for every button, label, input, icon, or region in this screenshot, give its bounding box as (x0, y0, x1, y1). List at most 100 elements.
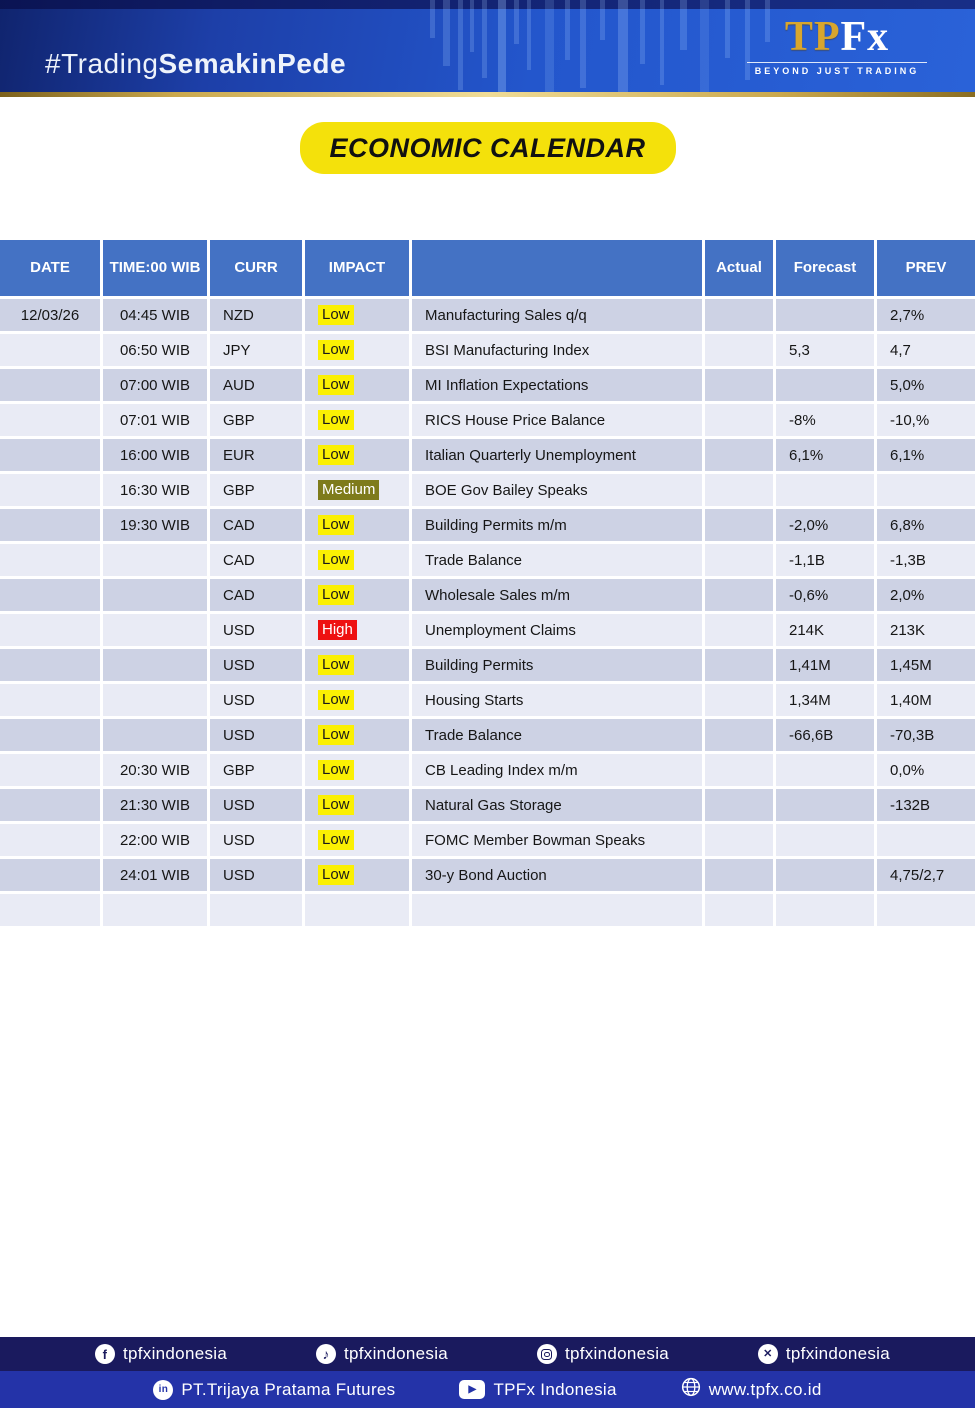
cell-date (0, 404, 100, 436)
cell-impact: Low (305, 649, 409, 681)
instagram-icon (536, 1344, 557, 1364)
impact-badge: Low (318, 375, 354, 395)
cell-curr: GBP (210, 404, 302, 436)
cell-time: 07:01 WIB (103, 404, 207, 436)
cell-time: 22:00 WIB (103, 824, 207, 856)
cell-actual (705, 439, 773, 471)
cell-event: BSI Manufacturing Index (412, 334, 702, 366)
cell-time: 21:30 WIB (103, 789, 207, 821)
cell-time: 04:45 WIB (103, 299, 207, 331)
cell-prev: 2,7% (877, 299, 975, 331)
table-row: CAD Low Trade Balance -1,1B -1,3B (0, 544, 975, 576)
cell-impact: Low (305, 299, 409, 331)
cell-event: BOE Gov Bailey Speaks (412, 474, 702, 506)
cell-actual (705, 544, 773, 576)
table-row: 16:30 WIB GBP Medium BOE Gov Bailey Speaks (0, 474, 975, 506)
cell-event: CB Leading Index m/m (412, 754, 702, 786)
cell-event: Natural Gas Storage (412, 789, 702, 821)
cell-curr: USD (210, 789, 302, 821)
cell-time (103, 614, 207, 646)
cell-forecast: -0,6% (776, 579, 874, 611)
footer-link-instagram[interactable]: tpfxindonesia (536, 1344, 670, 1364)
impact-badge: High (318, 620, 357, 640)
footer-link-label: tpfxindonesia (564, 1344, 670, 1363)
cell-forecast (776, 299, 874, 331)
cell-time: 19:30 WIB (103, 509, 207, 541)
cell-event: Building Permits (412, 649, 702, 681)
cell-date (0, 719, 100, 751)
cell-forecast (776, 369, 874, 401)
cell-curr: AUD (210, 369, 302, 401)
cell-prev: 4,75/2,7 (877, 859, 975, 891)
cell-curr: USD (210, 649, 302, 681)
impact-badge: Low (318, 830, 354, 850)
cell-event (412, 894, 702, 926)
cell-forecast (776, 824, 874, 856)
x-icon: ✕ (757, 1344, 778, 1364)
footer-link-facebook[interactable]: f tpfxindonesia (95, 1344, 227, 1364)
cell-prev (877, 824, 975, 856)
cell-time: 07:00 WIB (103, 369, 207, 401)
logo-tp-letters: TP (784, 14, 841, 60)
cell-actual (705, 474, 773, 506)
tpfx-logo: TPFx BEYOND JUST TRADING (747, 16, 927, 76)
table-row: USD Low Housing Starts 1,34M 1,40M (0, 684, 975, 716)
cell-forecast: -8% (776, 404, 874, 436)
cell-time (103, 719, 207, 751)
cell-time: 16:30 WIB (103, 474, 207, 506)
cell-event: MI Inflation Expectations (412, 369, 702, 401)
cell-date (0, 369, 100, 401)
cell-curr: CAD (210, 544, 302, 576)
impact-badge: Low (318, 690, 354, 710)
cell-forecast: 5,3 (776, 334, 874, 366)
tiktok-icon: ♪ (315, 1344, 336, 1364)
cell-time: 20:30 WIB (103, 754, 207, 786)
gold-divider (0, 92, 975, 97)
cell-prev (877, 894, 975, 926)
cell-impact: Low (305, 579, 409, 611)
footer-link-label: www.tpfx.co.id (708, 1379, 822, 1399)
cell-curr: CAD (210, 579, 302, 611)
cell-prev: -70,3B (877, 719, 975, 751)
column-header-time: TIME:00 WIB (103, 240, 207, 296)
footer-link-globe[interactable]: www.tpfx.co.id (681, 1377, 822, 1402)
impact-badge: Low (318, 340, 354, 360)
cell-actual (705, 684, 773, 716)
table-row: 07:00 WIB AUD Low MI Inflation Expectations… (0, 369, 975, 401)
cell-curr: USD (210, 684, 302, 716)
cell-actual (705, 334, 773, 366)
cell-curr: NZD (210, 299, 302, 331)
cell-actual (705, 404, 773, 436)
cell-prev: 4,7 (877, 334, 975, 366)
cell-date (0, 544, 100, 576)
cell-prev: 1,40M (877, 684, 975, 716)
footer-link-youtube[interactable]: ▶ TPFx Indonesia (459, 1380, 616, 1400)
footer-link-linkedin[interactable]: in PT.Trijaya Pratama Futures (153, 1379, 395, 1400)
top-banner: #TradingSemakinPede TPFx BEYOND JUST TRA… (0, 0, 975, 97)
footer-link-x[interactable]: ✕ tpfxindonesia (757, 1344, 890, 1364)
impact-badge: Low (318, 410, 354, 430)
footer-link-label: tpfxindonesia (343, 1344, 449, 1363)
cell-time (103, 649, 207, 681)
table-body: 12/03/26 04:45 WIB NZD Low Manufacturing Sal… (0, 299, 975, 926)
cell-actual (705, 824, 773, 856)
table-row: USD Low Trade Balance -66,6B -70,3B (0, 719, 975, 751)
logo-tagline: BEYOND JUST TRADING (747, 62, 927, 76)
cell-impact: Low (305, 544, 409, 576)
cell-time (103, 544, 207, 576)
cell-event: Italian Quarterly Unemployment (412, 439, 702, 471)
cell-curr (210, 894, 302, 926)
hashtag-regular: #Trading (45, 48, 159, 79)
column-header-event (412, 240, 702, 296)
footer-link-tiktok[interactable]: ♪ tpfxindonesia (315, 1344, 449, 1364)
cell-prev: -10,% (877, 404, 975, 436)
impact-badge: Low (318, 725, 354, 745)
cell-impact: Low (305, 439, 409, 471)
cell-date (0, 684, 100, 716)
cell-date (0, 334, 100, 366)
footer-link-label: TPFx Indonesia (493, 1379, 617, 1399)
cell-impact: Low (305, 824, 409, 856)
footer-company-row: in PT.Trijaya Pratama Futures ▶ TPFx Indone… (0, 1371, 975, 1408)
table-row: CAD Low Wholesale Sales m/m -0,6% 2,0% (0, 579, 975, 611)
table-row: USD Low Building Permits 1,41M 1,45M (0, 649, 975, 681)
